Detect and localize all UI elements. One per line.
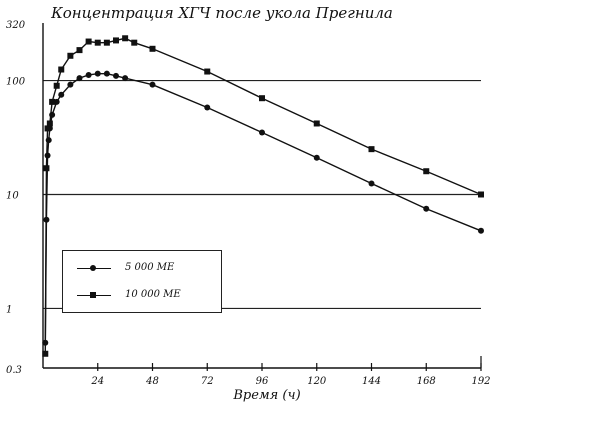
series-layer	[42, 35, 484, 357]
data-point-circle	[53, 98, 60, 105]
data-point-square	[85, 38, 92, 45]
x-tick-label: 192	[471, 376, 490, 387]
data-point-square	[49, 98, 56, 105]
data-point-square	[94, 39, 101, 46]
chart-title: Концентрация ХГЧ после укола Прегнила	[50, 4, 393, 22]
data-point-square	[44, 125, 51, 132]
x-tick-label: 96	[256, 376, 269, 387]
data-point-circle	[113, 72, 119, 79]
circle-marker-icon	[90, 265, 96, 271]
data-point-square	[478, 191, 484, 198]
data-point-square	[204, 68, 211, 75]
data-point-circle	[94, 70, 101, 77]
y-tick-label: 1	[6, 304, 12, 315]
legend: 5 000 МЕ 10 000 МЕ	[62, 250, 222, 313]
x-tick-label: 144	[362, 376, 381, 387]
y-tick-label: 10	[6, 190, 19, 201]
data-point-circle	[44, 152, 51, 159]
data-point-square	[368, 146, 375, 153]
data-point-square	[423, 168, 430, 175]
legend-label: 5 000 МЕ	[125, 262, 175, 273]
data-point-square	[313, 120, 320, 127]
data-point-square	[43, 165, 50, 172]
series-line-2	[44, 37, 482, 354]
data-point-square	[46, 120, 53, 127]
y-tick-labels: 0.3 1 10 100 320	[6, 20, 26, 376]
x-tick-label: 48	[145, 376, 159, 387]
x-tick-labels: 24 48 72 96 120 144 168 192	[90, 376, 490, 387]
square-marker-icon	[90, 292, 96, 298]
series-line-1	[44, 72, 482, 343]
data-point-circle	[313, 154, 320, 161]
x-tick-label: 120	[307, 376, 327, 387]
data-point-circle	[58, 91, 65, 98]
data-point-circle	[149, 81, 156, 88]
data-point-circle	[259, 129, 265, 136]
data-point-square	[131, 39, 138, 46]
x-tick-label: 24	[90, 376, 104, 387]
data-point-circle	[76, 75, 83, 82]
data-point-circle	[122, 75, 129, 82]
data-point-circle	[204, 104, 211, 111]
data-point-circle	[423, 205, 430, 212]
data-point-square	[58, 66, 65, 73]
data-point-circle	[368, 180, 375, 187]
data-point-square	[67, 52, 74, 59]
data-point-square	[259, 95, 265, 102]
data-point-circle	[67, 81, 74, 88]
axes	[42, 23, 482, 371]
data-point-square	[103, 39, 110, 46]
data-point-square	[113, 37, 119, 44]
y-tick-label: 100	[6, 77, 26, 88]
y-tick-label: 320	[6, 20, 26, 31]
legend-item-series-1: 5 000 МЕ	[77, 262, 217, 276]
legend-item-series-2: 10 000 МЕ	[77, 289, 217, 303]
data-point-square	[76, 47, 83, 54]
data-point-square	[42, 350, 49, 357]
legend-label: 10 000 МЕ	[125, 289, 181, 300]
data-point-square	[53, 82, 60, 89]
x-axis-label: Время (ч)	[232, 388, 300, 403]
data-point-circle	[103, 70, 110, 77]
data-point-circle	[85, 71, 92, 78]
data-point-circle	[478, 227, 484, 234]
x-tick-label: 72	[201, 376, 214, 387]
data-point-square	[149, 45, 156, 52]
x-tick-label: 168	[417, 376, 436, 387]
y-tick-label: 0.3	[6, 365, 22, 376]
data-point-square	[122, 35, 129, 42]
